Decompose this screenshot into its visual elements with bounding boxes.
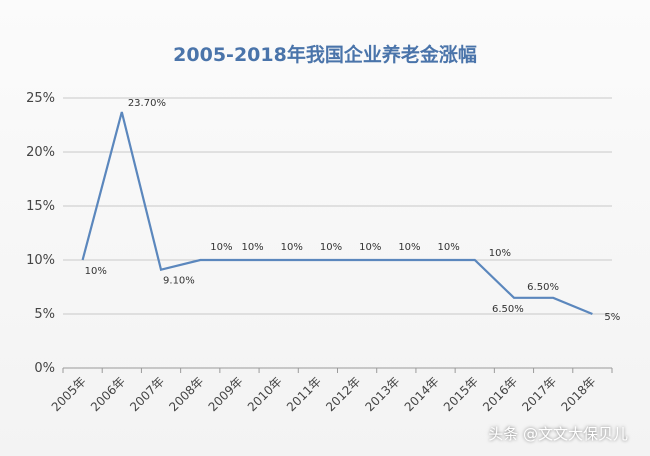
x-tick-label: 2018年	[559, 374, 599, 414]
data-label: 6.50%	[492, 304, 524, 315]
watermark: 头条 @文文大保贝儿	[488, 425, 628, 443]
data-label: 10%	[210, 242, 232, 253]
chart-title: 2005-2018年我国企业养老金涨幅	[173, 44, 477, 66]
data-label: 10%	[359, 242, 381, 253]
x-tick-label: 2012年	[323, 374, 363, 414]
y-tick-label: 5%	[34, 307, 55, 322]
y-tick-label: 10%	[26, 253, 55, 268]
data-label: 10%	[320, 242, 342, 253]
data-label: 23.70%	[128, 98, 166, 109]
x-tick-label: 2013年	[362, 374, 402, 414]
x-tick-label: 2006年	[88, 374, 128, 414]
data-label: 10%	[489, 248, 511, 259]
y-tick-label: 25%	[26, 91, 55, 106]
data-label: 9.10%	[163, 276, 195, 287]
x-tick-label: 2016年	[480, 374, 520, 414]
x-tick-label: 2010年	[245, 374, 285, 414]
data-label: 10%	[241, 242, 263, 253]
x-tick-label: 2015年	[441, 374, 481, 414]
x-tick-label: 2009年	[206, 374, 246, 414]
x-tick-label: 2014年	[402, 374, 442, 414]
y-tick-label: 0%	[34, 361, 55, 376]
x-tick-label: 2017年	[519, 374, 559, 414]
series-line	[81, 111, 593, 316]
x-tick-label: 2005年	[49, 374, 89, 414]
x-tick-label: 2007年	[127, 374, 167, 414]
data-label: 10%	[85, 266, 107, 277]
x-tick-label: 2008年	[166, 374, 206, 414]
y-tick-label: 20%	[26, 145, 55, 160]
data-label: 10%	[438, 242, 460, 253]
data-label: 5%	[604, 312, 620, 323]
y-tick-label: 15%	[26, 199, 55, 214]
data-label: 6.50%	[527, 282, 559, 293]
x-tick-label: 2011年	[284, 374, 324, 414]
data-label: 10%	[398, 242, 420, 253]
data-label: 10%	[281, 242, 303, 253]
